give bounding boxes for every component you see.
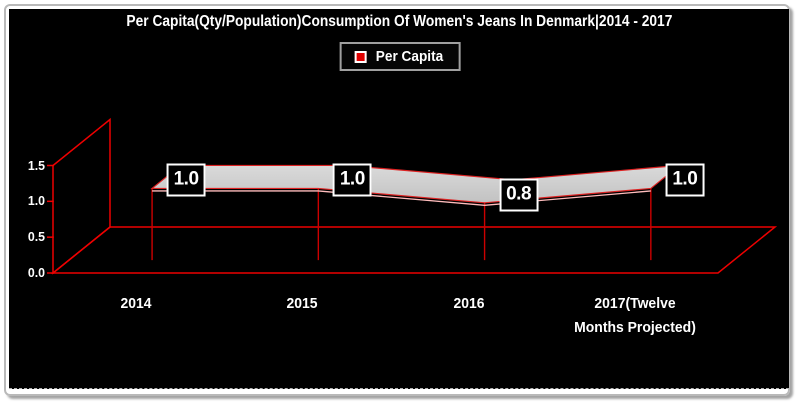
chart-floor [50,226,778,274]
chart-title-text: Per Capita(Qty/Population)Consumption Of… [126,13,672,30]
legend: Per Capita [339,42,461,71]
figure-frame [4,4,790,396]
ribbon-front-highlight [152,190,651,206]
area-ribbon [150,164,682,204]
chart-panel [9,9,789,389]
legend-marker-icon [354,50,367,63]
legend-label: Per Capita [375,48,444,65]
chart-title: Per Capita(Qty/Population)Consumption Of… [9,11,789,33]
